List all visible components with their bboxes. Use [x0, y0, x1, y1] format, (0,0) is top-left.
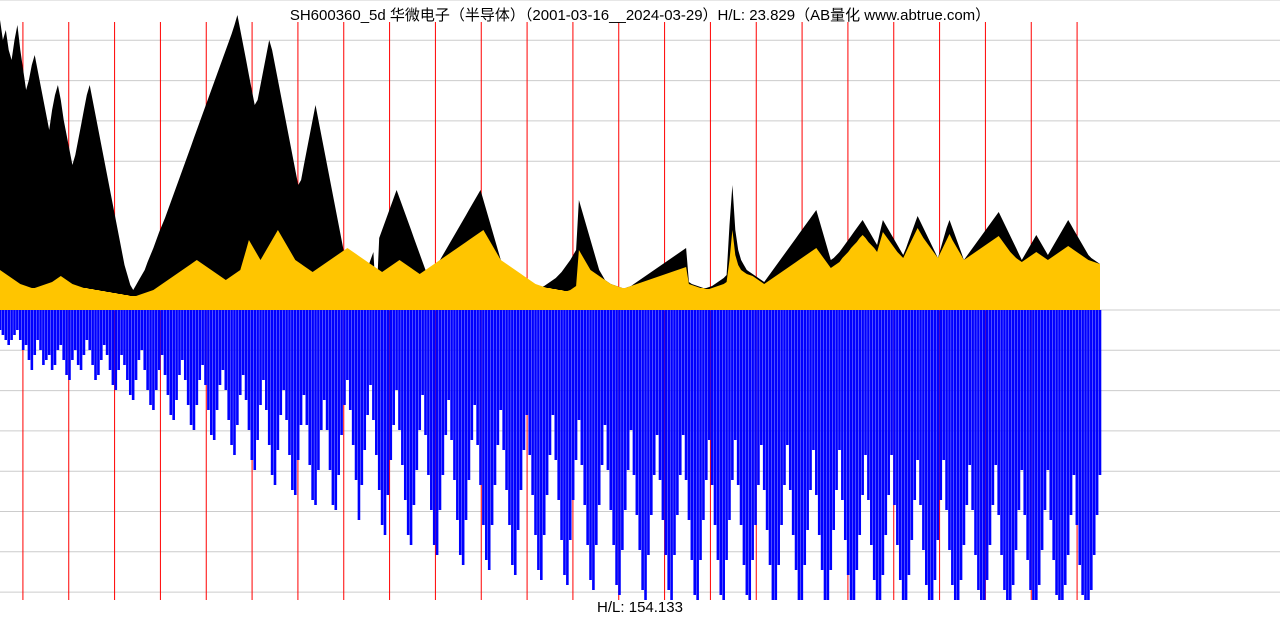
- chart-title: SH600360_5d 华微电子（半导体）（2001-03-16__2024-0…: [0, 4, 1280, 25]
- chart-container: SH600360_5d 华微电子（半导体）（2001-03-16__2024-0…: [0, 0, 1280, 620]
- chart-svg: [0, 0, 1280, 620]
- chart-bottom-label: H/L: 154.133: [0, 599, 1280, 616]
